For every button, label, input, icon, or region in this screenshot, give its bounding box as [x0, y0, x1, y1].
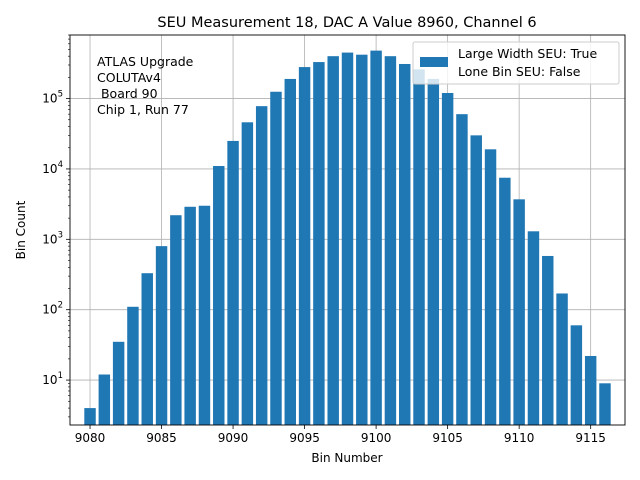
y-tick-label: 102 — [42, 301, 63, 317]
bar — [413, 69, 425, 426]
x-tick-label: 9090 — [218, 431, 249, 445]
bar — [213, 166, 225, 426]
bar — [198, 205, 211, 425]
bar — [141, 273, 153, 425]
bar — [341, 52, 354, 425]
bar — [270, 91, 282, 425]
bar — [127, 306, 139, 425]
bar — [527, 231, 540, 425]
bar — [298, 67, 311, 425]
x-axis-ticks: 9080 9085 9090 9095 9100 9105 9110 9115 — [75, 425, 606, 445]
bar — [112, 341, 125, 425]
y-tick-label: 103 — [42, 230, 63, 246]
x-tick-label: 9095 — [289, 431, 320, 445]
bar — [398, 63, 411, 426]
y-tick-label: 104 — [42, 160, 63, 176]
bar — [599, 383, 611, 425]
annotation-line: ATLAS Upgrade — [97, 54, 194, 69]
bar — [456, 114, 468, 425]
y-axis-label: Bin Count — [14, 200, 28, 259]
legend-entry: Large Width SEU: True — [458, 46, 597, 61]
bar — [255, 106, 268, 426]
bar — [313, 62, 325, 426]
bar — [241, 122, 254, 425]
bar — [570, 325, 583, 425]
bar — [170, 215, 182, 425]
x-tick-label: 9085 — [146, 431, 177, 445]
bar — [513, 199, 525, 425]
legend-swatch — [420, 57, 448, 67]
bar — [327, 56, 339, 425]
y-tick-label: 105 — [42, 90, 63, 106]
bar — [284, 78, 297, 425]
bar — [470, 135, 482, 425]
bar — [184, 206, 196, 425]
x-tick-label: 9100 — [361, 431, 392, 445]
bar — [227, 140, 239, 425]
y-axis-ticks: 101 102 103 104 105 — [42, 34, 70, 418]
bar — [356, 54, 368, 426]
x-tick-label: 9115 — [575, 431, 606, 445]
bar — [499, 177, 511, 425]
plot-frame — [69, 34, 626, 426]
annotation-line: Chip 1, Run 77 — [97, 102, 189, 117]
bars — [84, 50, 611, 426]
annotation-line: COLUTAv4 — [97, 70, 161, 85]
bar — [427, 78, 440, 425]
annotation-block: ATLAS Upgrade COLUTAv4 Board 90 Chip 1, … — [97, 54, 194, 117]
bar — [441, 92, 454, 425]
legend-entry: Lone Bin SEU: False — [458, 64, 581, 79]
bar — [370, 50, 382, 425]
legend: Large Width SEU: True Lone Bin SEU: Fals… — [412, 41, 620, 85]
x-axis-label: Bin Number — [311, 451, 382, 465]
chart-title: SEU Measurement 18, DAC A Value 8960, Ch… — [157, 15, 536, 31]
bar — [484, 149, 497, 425]
x-tick-label: 9080 — [75, 431, 106, 445]
bar — [542, 255, 554, 425]
bar — [556, 293, 568, 425]
bar — [384, 56, 397, 425]
legend-box — [412, 41, 620, 85]
x-tick-label: 9105 — [432, 431, 463, 445]
bar — [84, 408, 96, 425]
bar — [584, 355, 597, 425]
annotation-line: Board 90 — [97, 86, 158, 101]
x-tick-label: 9110 — [504, 431, 535, 445]
bar — [98, 374, 111, 425]
bar — [155, 246, 168, 425]
y-tick-label: 101 — [42, 371, 63, 387]
